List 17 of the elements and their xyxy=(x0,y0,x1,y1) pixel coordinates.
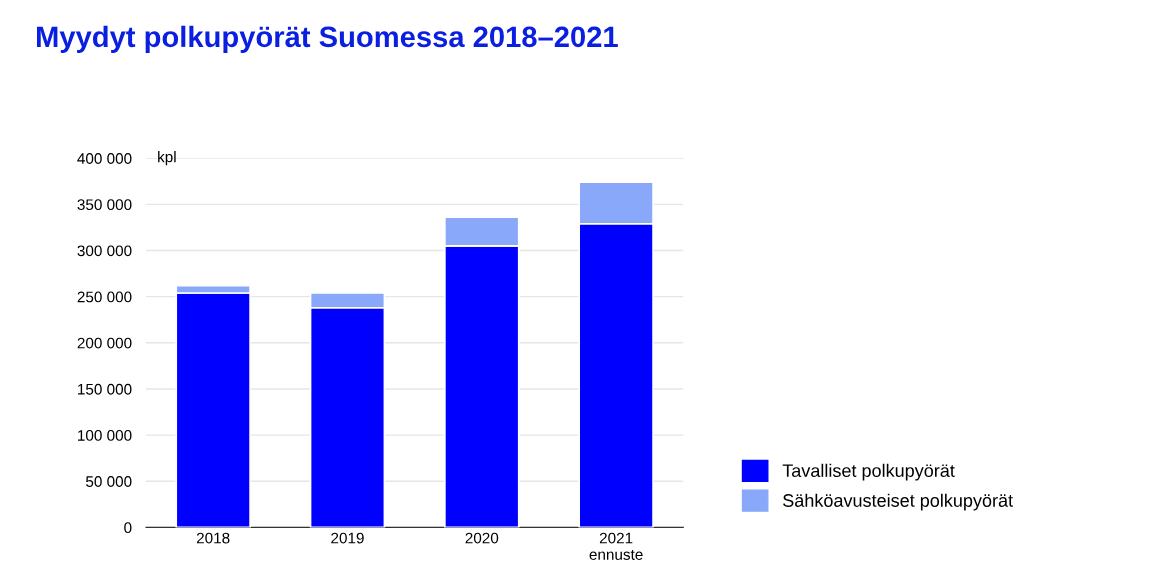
x-tick-label: 2019 xyxy=(331,532,364,544)
legend-label: Sähköavusteiset polkupyörät xyxy=(783,493,1013,511)
y-tick-label: 50 000 xyxy=(86,476,132,487)
y-tick-label: 200 000 xyxy=(77,337,132,349)
y-tick-label: 400 000 xyxy=(77,153,132,164)
y-tick-label: 150 000 xyxy=(78,383,132,395)
x-tick-label: 2020 xyxy=(465,532,499,544)
y-tick-label: 100 000 xyxy=(78,429,132,441)
x-tick-label: 2021 ennuste xyxy=(589,532,643,560)
y-tick-label: 0 xyxy=(124,522,132,534)
y-tick-label: 250 000 xyxy=(77,291,132,303)
x-tick-label: 2018 xyxy=(196,532,230,544)
chart-title: Myydyt polkupyörät Suomessa 2018–2021 xyxy=(36,25,618,53)
y-tick-label: 350 000 xyxy=(77,199,132,211)
annotation: kpl xyxy=(158,151,176,166)
legend-label: Tavalliset polkupyörät xyxy=(782,463,955,481)
y-tick-label: 300 000 xyxy=(77,245,132,257)
